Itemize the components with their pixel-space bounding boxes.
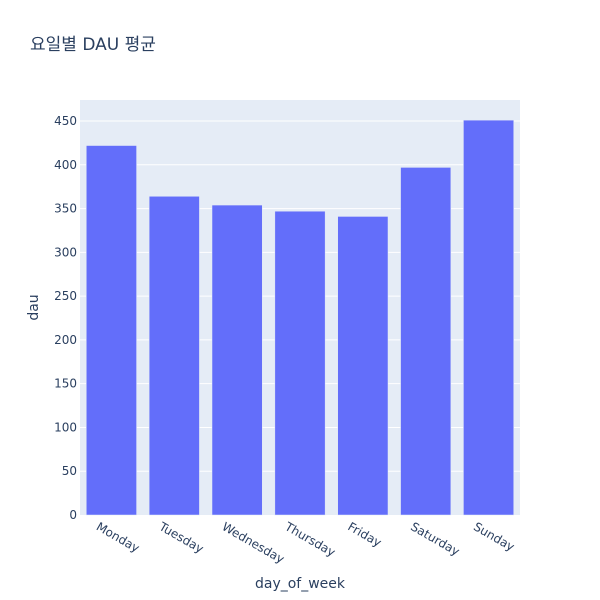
y-tick-label: 400 bbox=[54, 158, 77, 172]
x-axis-title: day_of_week bbox=[255, 576, 346, 592]
y-tick-label: 0 bbox=[69, 508, 77, 522]
y-tick-label: 350 bbox=[54, 202, 77, 216]
bar-wednesday bbox=[211, 204, 263, 516]
y-tick-label: 150 bbox=[54, 377, 77, 391]
y-tick-label: 200 bbox=[54, 333, 77, 347]
chart-title: 요일별 DAU 평균 bbox=[30, 35, 156, 55]
y-tick-label: 250 bbox=[54, 289, 77, 303]
bar-friday bbox=[337, 216, 389, 516]
bar-monday bbox=[86, 145, 137, 516]
bar-saturday bbox=[400, 167, 452, 516]
y-tick-label: 450 bbox=[54, 114, 77, 128]
y-tick-label: 100 bbox=[54, 420, 77, 434]
bar-sunday bbox=[463, 119, 514, 516]
bar-tuesday bbox=[148, 196, 200, 516]
y-tick-label: 300 bbox=[54, 245, 77, 259]
y-tick-label: 50 bbox=[62, 464, 77, 478]
y-axis-ticks: 0 50 100 150 200 250 300 350 400 450 bbox=[54, 114, 77, 522]
bar-thursday bbox=[274, 210, 326, 516]
bars bbox=[86, 119, 514, 516]
y-axis-title: dau bbox=[26, 294, 42, 320]
